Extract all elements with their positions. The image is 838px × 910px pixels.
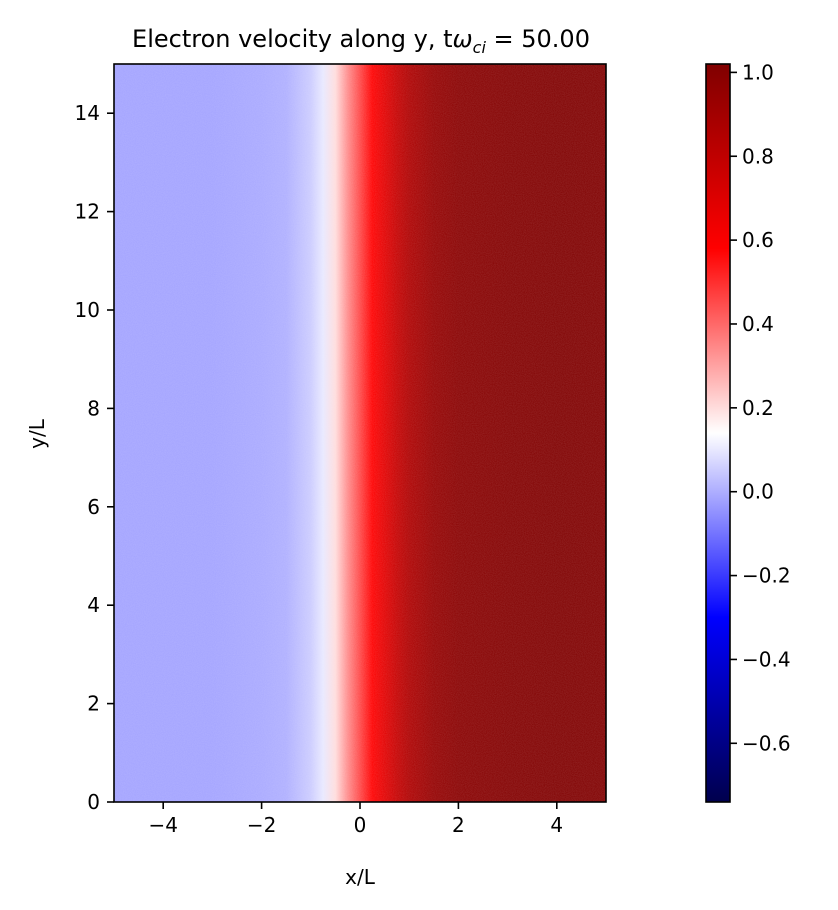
- colorbar-tick-label: −0.6: [742, 731, 791, 755]
- chart-title: Electron velocity along y, tωci = 50.00: [132, 25, 590, 57]
- y-tick-label: 0: [87, 790, 100, 814]
- colorbar-tick-label: 0.0: [742, 480, 774, 504]
- colorbar-tick-label: 0.8: [742, 144, 774, 168]
- colorbar-tick-label: 0.6: [742, 228, 774, 252]
- colorbar-ticks: −0.6 −0.4 −0.2 0.0 0.2 0.4 0.6 0.8 1.0: [730, 60, 791, 755]
- y-axis: 0 2 4 6 8 10 12 14: [75, 101, 114, 814]
- colorbar-tick-label: 0.4: [742, 312, 774, 336]
- x-tick-label: 2: [452, 813, 465, 837]
- colorbar: −0.6 −0.4 −0.2 0.0 0.2 0.4 0.6 0.8 1.0: [705, 60, 791, 803]
- colorbar-gradient: [706, 64, 730, 802]
- colorbar-tick-label: 0.2: [742, 396, 774, 420]
- y-axis-label: y/L: [25, 418, 49, 449]
- y-tick-label: 8: [87, 396, 100, 420]
- y-tick-label: 6: [87, 495, 100, 519]
- y-tick-label: 14: [75, 101, 100, 125]
- x-axis: −4 −2 0 2 4: [148, 802, 563, 837]
- x-tick-label: −4: [148, 813, 177, 837]
- colorbar-frame: [705, 63, 731, 803]
- x-tick-label: 0: [354, 813, 367, 837]
- y-tick-label: 2: [87, 692, 100, 716]
- y-tick-label: 12: [75, 200, 100, 224]
- colorbar-tick-label: −0.4: [742, 647, 791, 671]
- y-tick-label: 4: [87, 593, 100, 617]
- y-tick-label: 10: [75, 298, 100, 322]
- heatmap-plot-area: [113, 63, 607, 803]
- x-tick-label: 4: [550, 813, 563, 837]
- x-axis-label: x/L: [345, 865, 376, 889]
- colorbar-tick-label: 1.0: [742, 60, 774, 84]
- heatmap-noise-texture: [114, 64, 606, 802]
- x-tick-label: −2: [247, 813, 276, 837]
- colorbar-tick-label: −0.2: [742, 564, 791, 588]
